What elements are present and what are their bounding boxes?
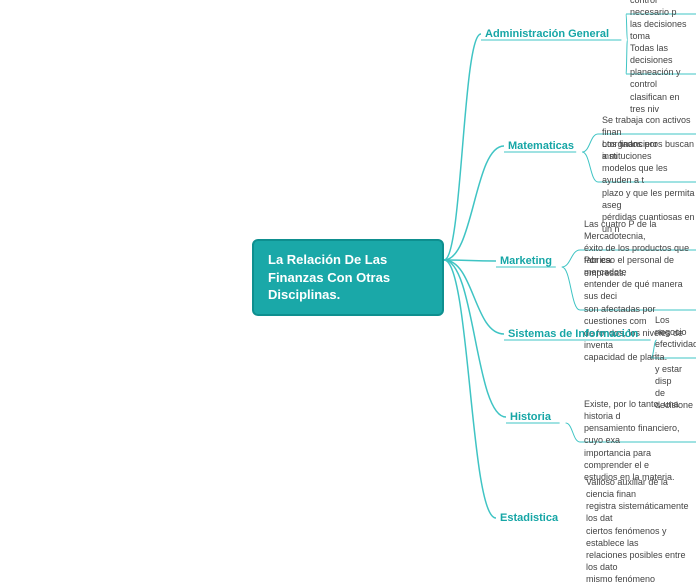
mindmap-canvas: La Relación De Las Finanzas Con Otras Di… [0,0,696,520]
branch-est[interactable]: Estadistica [500,512,558,524]
leaf-sist-0: Los negocio efectividad i y estar disp d… [655,314,696,411]
leaf-admin-0: control necesario p las decisiones toma [630,0,696,43]
leaf-est-0: Valioso auxiliar de la ciencia finan reg… [586,476,696,585]
root-node[interactable]: La Relación De Las Finanzas Con Otras Di… [252,239,444,316]
branch-sist[interactable]: Sistemas de Información [508,328,638,340]
leaf-hist-0: Existe, por lo tanto, una historia d pen… [584,398,696,483]
branch-admin[interactable]: Administración General [485,28,609,40]
branch-mate[interactable]: Matematicas [508,140,574,152]
leaf-admin-1: Todas las decisiones planeación y contro… [630,42,696,115]
branch-mkt[interactable]: Marketing [500,255,552,267]
branch-hist[interactable]: Historia [510,411,551,423]
